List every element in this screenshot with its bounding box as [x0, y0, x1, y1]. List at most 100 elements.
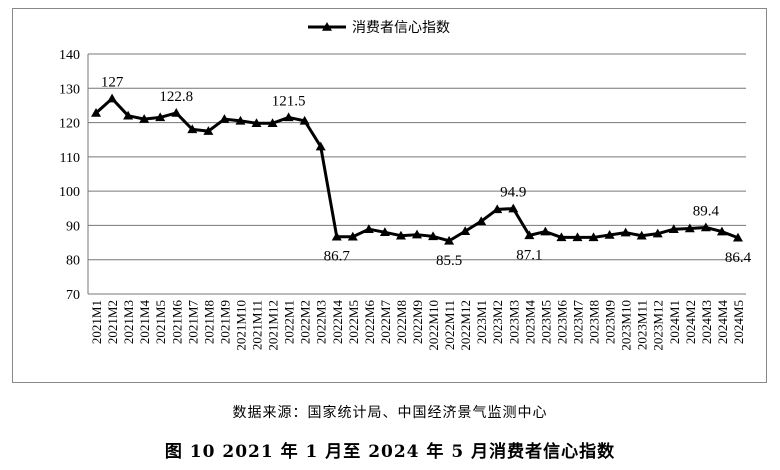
x-tick-label: 2023M3 — [506, 300, 521, 344]
x-tick-label: 2023M8 — [587, 300, 602, 344]
data-point-marker — [556, 232, 567, 242]
x-tick-label: 2023M9 — [603, 300, 618, 344]
x-tick-label: 2023M1 — [474, 300, 489, 344]
x-tick-label: 2022M12 — [458, 300, 473, 351]
data-point-marker — [620, 227, 631, 237]
data-point-marker — [235, 115, 246, 125]
x-tick-label: 2022M9 — [410, 300, 425, 344]
y-tick-label: 130 — [59, 82, 80, 97]
data-point-marker — [123, 110, 134, 120]
data-point-marker — [476, 216, 487, 226]
data-point-marker — [508, 203, 519, 213]
x-tick-label: 2023M6 — [554, 300, 569, 345]
x-tick-label: 2023M5 — [538, 300, 553, 344]
data-point-marker — [588, 232, 599, 242]
x-tick-label: 2022M2 — [298, 300, 313, 344]
data-label: 89.4 — [693, 203, 720, 219]
data-point-marker — [668, 224, 679, 233]
data-point-marker — [428, 231, 439, 241]
data-point-marker — [572, 232, 583, 242]
x-tick-label: 2024M2 — [683, 300, 698, 344]
legend-label: 消费者信心指数 — [352, 20, 450, 36]
x-tick-label: 2024M3 — [699, 300, 714, 344]
data-point-marker — [684, 223, 695, 233]
data-point-marker — [267, 118, 278, 128]
x-tick-label: 2023M11 — [635, 300, 650, 350]
data-point-marker — [492, 204, 503, 214]
data-point-marker — [347, 231, 358, 241]
y-tick-label: 120 — [59, 117, 80, 132]
data-point-marker — [171, 107, 182, 117]
y-tick-label: 70 — [66, 288, 80, 303]
data-point-marker — [636, 230, 647, 240]
data-label: 122.8 — [159, 89, 193, 105]
x-tick-label: 2024M5 — [731, 300, 746, 344]
data-label: 121.5 — [272, 93, 306, 109]
data-label: 86.7 — [324, 249, 351, 265]
data-label: 86.4 — [725, 250, 752, 266]
x-tick-label: 2022M3 — [314, 300, 329, 344]
y-tick-label: 80 — [66, 254, 80, 269]
data-point-marker — [251, 118, 262, 128]
data-point-marker — [331, 231, 342, 241]
x-tick-label: 2024M4 — [715, 300, 730, 345]
data-point-marker — [524, 230, 535, 240]
data-point-marker — [107, 93, 118, 103]
data-point-marker — [604, 230, 615, 239]
x-tick-label: 2021M4 — [137, 300, 152, 345]
x-tick-label: 2023M4 — [522, 300, 537, 345]
source-note: 数据来源：国家统计局、中国经济景气监测中心 — [232, 405, 548, 421]
data-point-marker — [412, 229, 422, 239]
data-point-marker — [700, 222, 711, 232]
x-tick-label: 2023M2 — [490, 300, 505, 344]
data-label: 87.1 — [516, 247, 542, 263]
figure-caption: 图 10 2021 年 1 月至 2024 年 5 月消费者信心指数 — [164, 442, 616, 462]
data-point-marker — [91, 107, 102, 117]
x-tick-label: 2022M5 — [346, 300, 361, 344]
x-tick-label: 2022M6 — [362, 300, 377, 345]
x-tick-label: 2021M5 — [153, 300, 168, 344]
data-point-marker — [540, 226, 551, 236]
x-tick-label: 2021M11 — [250, 300, 265, 350]
data-point-marker — [444, 235, 455, 245]
x-tick-label: 2021M9 — [217, 300, 232, 344]
x-tick-label: 2021M1 — [89, 300, 104, 344]
series-line — [95, 97, 739, 243]
data-point-marker — [139, 114, 150, 123]
data-label: 127 — [101, 75, 124, 91]
data-point-marker — [283, 112, 294, 122]
data-point-marker — [155, 112, 166, 122]
y-tick-label: 140 — [59, 48, 80, 63]
x-tick-label: 2023M10 — [619, 300, 634, 351]
data-point-marker — [732, 232, 743, 242]
x-tick-label: 2022M7 — [378, 300, 393, 345]
data-point-marker — [395, 230, 406, 240]
data-label: 85.5 — [436, 253, 462, 269]
data-point-marker — [315, 141, 326, 151]
data-point-marker — [652, 228, 663, 238]
x-tick-label: 2023M12 — [651, 300, 666, 351]
data-point-marker — [203, 126, 214, 135]
data-point-marker — [716, 226, 727, 236]
x-tick-label: 2022M10 — [426, 300, 441, 351]
data-label: 94.9 — [500, 185, 526, 201]
x-tick-label: 2021M8 — [201, 300, 216, 344]
y-tick-label: 100 — [59, 185, 80, 200]
legend-marker — [322, 22, 332, 31]
x-tick-label: 2022M4 — [330, 300, 345, 345]
x-tick-label: 2021M7 — [185, 300, 200, 345]
x-tick-label: 2021M12 — [266, 300, 281, 351]
data-point-marker — [363, 224, 374, 233]
x-tick-label: 2021M3 — [121, 300, 136, 344]
x-tick-label: 2022M1 — [282, 300, 297, 344]
x-tick-label: 2021M2 — [105, 300, 120, 344]
chart-frame: 70 80 90 100 110 120 130 140 2021M1 2021M2 2021M3 2… — [12, 8, 767, 383]
x-tick-label: 2022M8 — [394, 300, 409, 344]
data-point-marker — [379, 227, 390, 237]
x-tick-label: 2023M7 — [570, 300, 585, 345]
x-tick-label: 2021M10 — [233, 300, 248, 351]
y-tick-label: 90 — [66, 219, 80, 234]
y-tick-label: 110 — [60, 151, 80, 166]
data-point-marker — [219, 114, 230, 123]
